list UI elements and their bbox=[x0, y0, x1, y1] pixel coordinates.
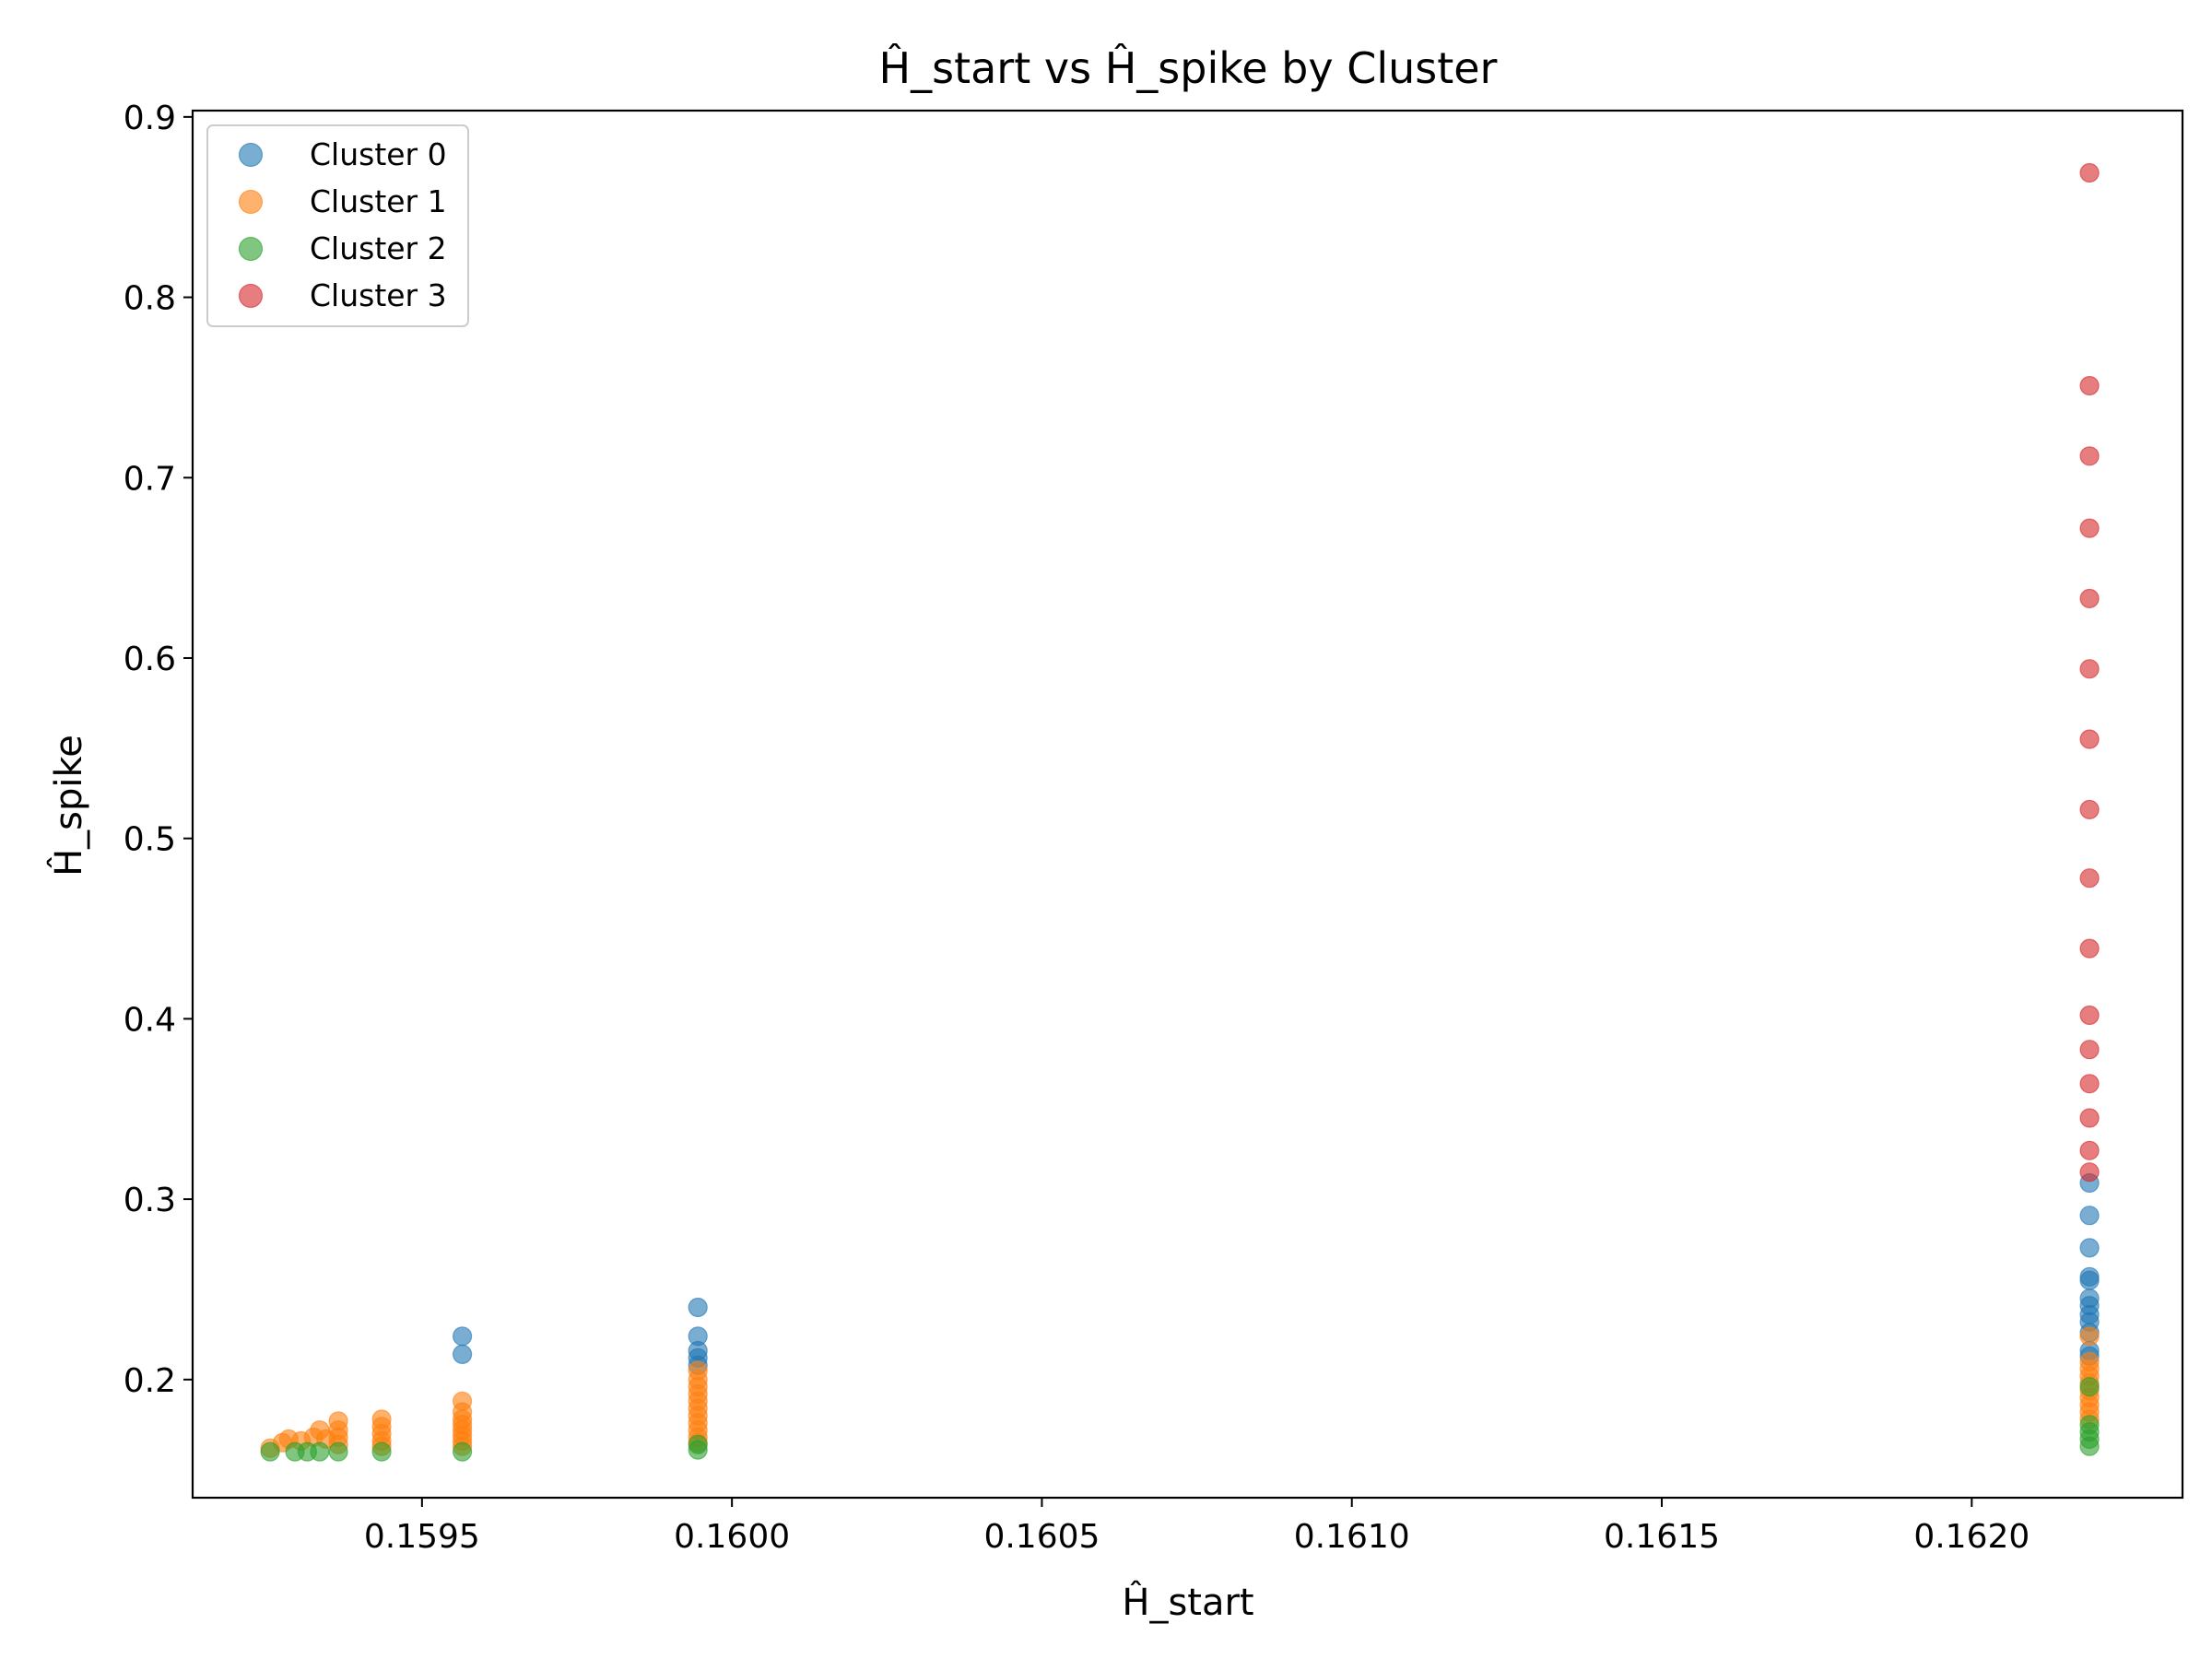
data-point bbox=[2079, 1162, 2100, 1182]
plot-frame bbox=[191, 109, 2184, 1500]
data-point bbox=[310, 1441, 330, 1462]
data-point bbox=[2079, 1040, 2100, 1060]
data-point bbox=[2079, 162, 2100, 183]
x-tick-label: 0.1605 bbox=[983, 1518, 1100, 1556]
data-point bbox=[2079, 1074, 2100, 1094]
data-point bbox=[453, 1326, 473, 1347]
data-point bbox=[2079, 938, 2100, 959]
data-point bbox=[2079, 1140, 2100, 1160]
data-point bbox=[371, 1441, 392, 1462]
plot-area bbox=[260, 162, 2100, 1462]
data-point bbox=[453, 1441, 473, 1462]
legend-marker bbox=[238, 189, 264, 215]
legend-frame bbox=[206, 124, 469, 327]
legend-label: Cluster 0 bbox=[310, 136, 447, 172]
data-point bbox=[688, 1434, 708, 1454]
y-axis: 0.2 0.3 0.4 0.5 0.6 0.7 0.8 0.9 bbox=[124, 100, 193, 1400]
y-tick-label: 0.4 bbox=[124, 1001, 176, 1039]
x-tick-label: 0.1615 bbox=[1604, 1518, 1720, 1556]
legend-marker bbox=[238, 142, 264, 168]
data-point bbox=[2079, 1005, 2100, 1026]
legend-label: Cluster 2 bbox=[310, 230, 447, 266]
data-point bbox=[2079, 1436, 2100, 1456]
x-tick-label: 0.1610 bbox=[1294, 1518, 1410, 1556]
data-point bbox=[2079, 1376, 2100, 1397]
data-point bbox=[2079, 375, 2100, 396]
chart-title: Ĥ_start vs Ĥ_spike by Cluster bbox=[879, 43, 1498, 93]
data-point bbox=[2079, 588, 2100, 609]
legend-marker bbox=[238, 236, 264, 262]
data-point bbox=[2079, 1326, 2100, 1347]
series-cluster-2 bbox=[260, 1376, 2100, 1462]
legend: Cluster 0 Cluster 1 Cluster 2 Cluster 3 bbox=[206, 124, 469, 327]
y-tick-label: 0.9 bbox=[124, 100, 176, 137]
series-cluster-3 bbox=[2079, 162, 2100, 1182]
data-point bbox=[2079, 1238, 2100, 1258]
x-tick-label: 0.1595 bbox=[364, 1518, 480, 1556]
y-tick-label: 0.2 bbox=[124, 1362, 176, 1400]
data-point bbox=[2079, 868, 2100, 888]
y-tick-label: 0.3 bbox=[124, 1182, 176, 1219]
data-point bbox=[453, 1344, 473, 1365]
x-tick-label: 0.1600 bbox=[674, 1518, 790, 1556]
data-point bbox=[688, 1297, 708, 1318]
legend-marker bbox=[238, 283, 264, 309]
data-point bbox=[2079, 799, 2100, 820]
y-tick-label: 0.8 bbox=[124, 280, 176, 318]
data-point bbox=[2079, 1206, 2100, 1226]
data-point bbox=[2079, 446, 2100, 466]
x-axis: 0.1595 0.1600 0.1605 0.1610 0.1615 0.1620 bbox=[364, 1498, 2030, 1556]
data-point bbox=[2079, 729, 2100, 749]
data-point bbox=[260, 1441, 280, 1462]
y-tick-label: 0.5 bbox=[124, 821, 176, 859]
data-point bbox=[2079, 659, 2100, 679]
x-axis-label: Ĥ_start bbox=[1122, 1580, 1253, 1624]
data-point bbox=[328, 1441, 348, 1462]
legend-label: Cluster 1 bbox=[310, 183, 447, 219]
data-point bbox=[2079, 518, 2100, 538]
y-tick-label: 0.6 bbox=[124, 641, 176, 678]
x-tick-label: 0.1620 bbox=[1913, 1518, 2030, 1556]
y-tick-label: 0.7 bbox=[124, 460, 176, 498]
y-axis-label: Ĥ_spike bbox=[46, 735, 90, 877]
data-point bbox=[2079, 1270, 2100, 1290]
data-point bbox=[2079, 1108, 2100, 1128]
legend-label: Cluster 3 bbox=[310, 277, 447, 313]
